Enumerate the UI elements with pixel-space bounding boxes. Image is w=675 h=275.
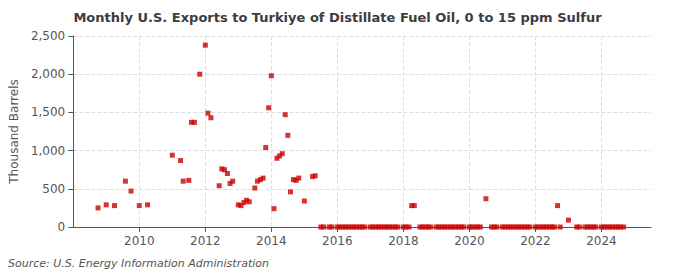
svg-text:500: 500 <box>42 182 65 196</box>
svg-text:Monthly U.S. Exports to Turkiy: Monthly U.S. Exports to Turkiye of Disti… <box>73 10 602 25</box>
svg-text:2,500: 2,500 <box>31 29 65 43</box>
svg-text:2016: 2016 <box>322 234 353 248</box>
svg-text:2022: 2022 <box>520 234 551 248</box>
svg-text:Source: U.S. Energy Informatio: Source: U.S. Energy Information Administ… <box>8 257 269 270</box>
svg-text:2012: 2012 <box>190 234 221 248</box>
svg-text:2018: 2018 <box>388 234 419 248</box>
svg-text:2024: 2024 <box>586 234 617 248</box>
svg-text:0: 0 <box>58 220 66 234</box>
svg-text:2014: 2014 <box>256 234 287 248</box>
svg-text:1,500: 1,500 <box>31 105 65 119</box>
svg-text:2020: 2020 <box>454 234 485 248</box>
svg-text:Thousand Barrels: Thousand Barrels <box>7 79 21 184</box>
svg-text:2,000: 2,000 <box>31 67 65 81</box>
svg-text:2010: 2010 <box>124 234 155 248</box>
svg-text:1,000: 1,000 <box>31 144 65 158</box>
